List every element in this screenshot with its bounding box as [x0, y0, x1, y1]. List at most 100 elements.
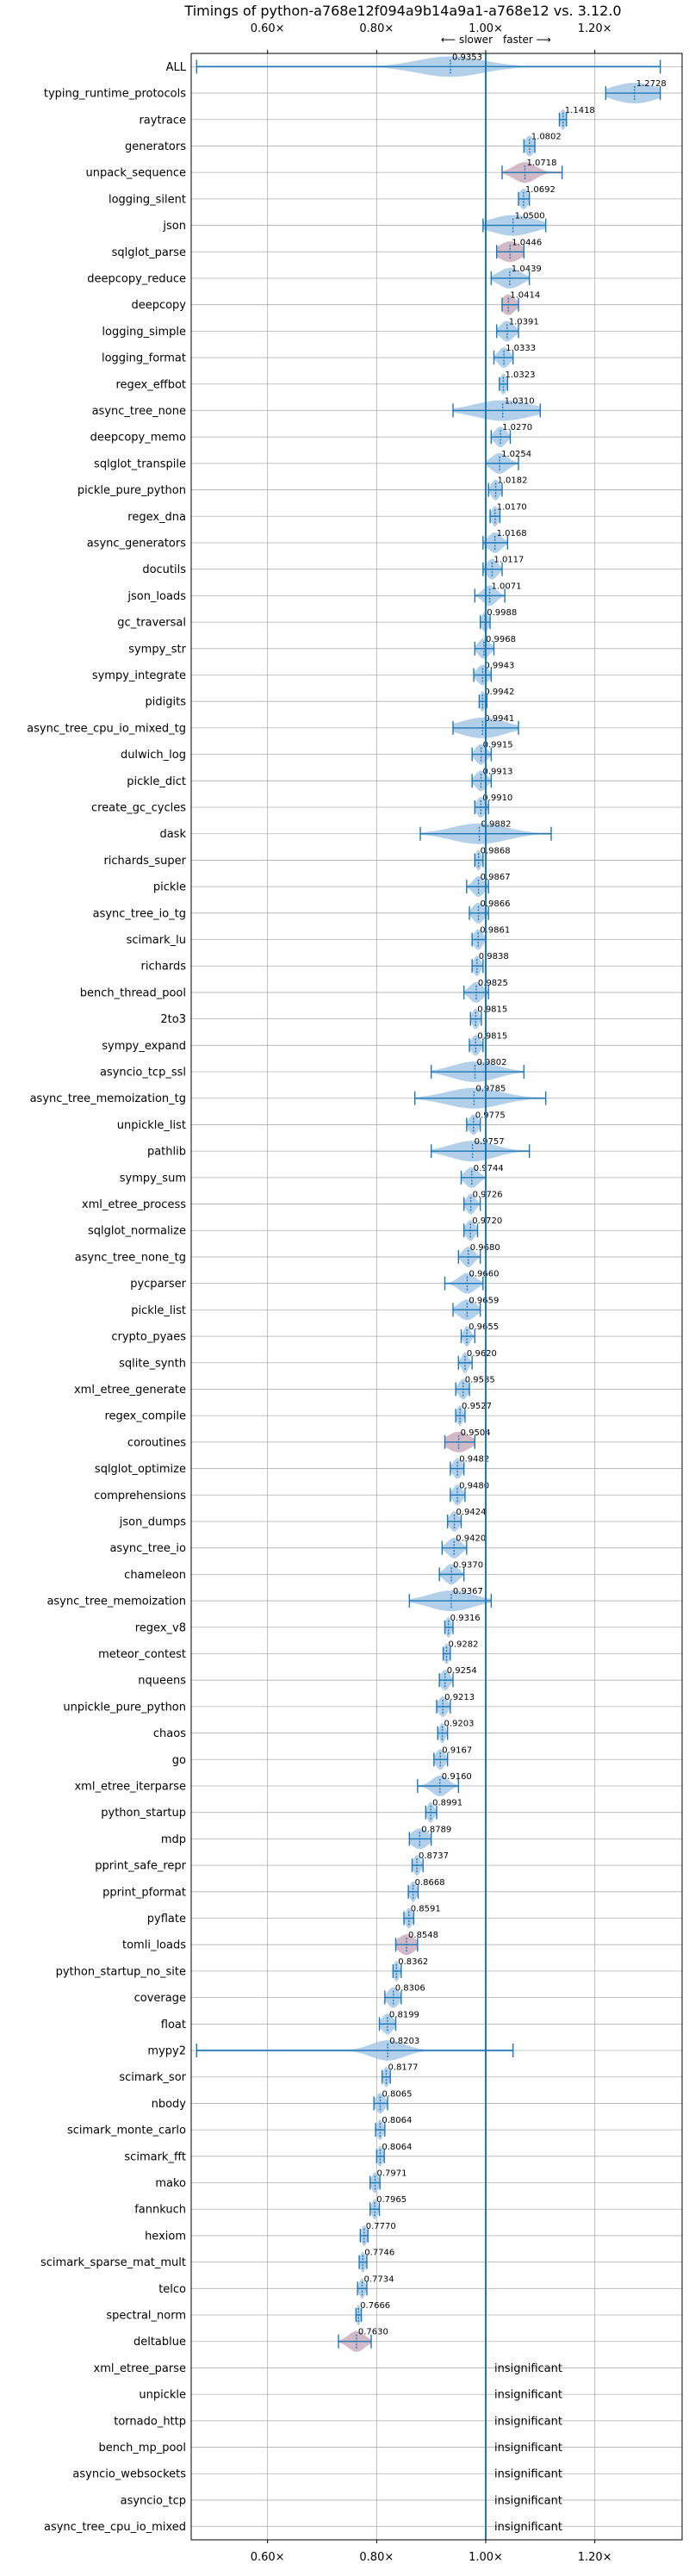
benchmark-label: regex_compile	[104, 1410, 186, 1423]
benchmark-label: json_dumps	[119, 1515, 186, 1528]
mean-value-label: 0.9655	[469, 1322, 499, 1332]
mean-value-label: 1.0310	[505, 396, 535, 406]
benchmark-row: pyflate 0.8591	[147, 1905, 441, 1929]
benchmark-label: regex_v8	[135, 1621, 186, 1634]
mean-value-label: 1.0117	[493, 556, 524, 565]
mean-value-label: 0.8064	[382, 2116, 412, 2125]
grid-lines	[191, 53, 682, 2540]
bottom-tick-label: 0.80×	[359, 2551, 394, 2564]
benchmark-label: sympy_str	[128, 643, 186, 656]
benchmark-row: float 0.8199	[161, 2010, 419, 2035]
benchmark-label: regex_effbot	[115, 378, 186, 391]
benchmark-label: mypy2	[147, 2045, 186, 2058]
benchmark-label: nbody	[152, 2098, 187, 2111]
mean-value-label: 0.8737	[419, 1851, 449, 1861]
benchmark-label: dulwich_log	[121, 749, 186, 762]
mean-value-label: 0.8306	[395, 1984, 425, 1994]
benchmark-row: typing_runtime_protocols 1.2728	[44, 79, 667, 104]
benchmark-label: sqlite_synth	[119, 1357, 186, 1370]
insignificant-label: insignificant	[494, 2389, 562, 2402]
mean-value-label: 0.9942	[484, 688, 514, 697]
benchmark-label: fannkuch	[134, 2204, 186, 2217]
mean-value-label: 0.9775	[475, 1111, 506, 1120]
benchmark-row: xml_etree_iterparse 0.9160	[74, 1772, 472, 1796]
mean-value-label: 0.9943	[484, 662, 514, 671]
benchmark-label: unpack_sequence	[85, 167, 186, 180]
mean-value-label: 1.0182	[498, 476, 528, 486]
mean-value-label: 0.9988	[487, 608, 517, 618]
benchmark-row: pycparser 0.9660	[130, 1270, 499, 1294]
benchmark-label: async_tree_io_tg	[93, 907, 186, 920]
benchmark-row: spectral_norm 0.7666	[106, 2301, 390, 2325]
benchmark-row: coroutines 0.9504	[127, 1428, 491, 1453]
mean-value-label: 1.0692	[525, 185, 556, 195]
chart-title: Timings of python-a768e12f094a9b14a9a1-a…	[183, 3, 621, 19]
mean-value-label: 0.7770	[366, 2222, 396, 2231]
benchmark-label: typing_runtime_protocols	[44, 88, 186, 101]
benchmark-label: json_loads	[127, 590, 186, 603]
bottom-tick-label: 1.00×	[469, 2551, 503, 2564]
mean-value-label: 0.8668	[415, 1878, 445, 1888]
benchmark-label: sympy_expand	[102, 1040, 186, 1053]
slower-label: ⟵ slower	[441, 34, 493, 46]
benchmark-row: regex_v8 0.9316	[135, 1614, 481, 1638]
benchmark-label: deepcopy_memo	[90, 432, 186, 445]
benchmark-row: pickle 0.9867	[153, 873, 511, 898]
benchmark-label: dask	[159, 828, 186, 841]
benchmark-row: json 1.0500	[162, 212, 547, 236]
benchmark-label: pprint_safe_repr	[95, 1860, 186, 1873]
benchmark-row: async_tree_io 0.9420	[109, 1534, 486, 1559]
benchmark-row: async_tree_io_tg 0.9866	[93, 899, 511, 924]
benchmark-row: xml_etree_parse insignificant	[94, 2362, 562, 2375]
benchmark-row: python_startup_no_site 0.8362	[56, 1957, 428, 1982]
mean-value-label: 1.0718	[526, 159, 556, 168]
benchmark-label: async_tree_io	[109, 1542, 186, 1555]
benchmark-row: pathlib 0.9757	[147, 1137, 531, 1162]
benchmark-label: xml_etree_iterparse	[74, 1780, 186, 1793]
mean-value-label: 0.9213	[444, 1693, 475, 1702]
benchmark-label: pickle_dict	[127, 775, 186, 788]
benchmark-row: async_tree_memoization_tg 0.9785	[30, 1085, 547, 1109]
benchmark-row: create_gc_cycles 0.9910	[91, 793, 512, 818]
mean-value-label: 0.7666	[360, 2301, 390, 2311]
benchmark-label: asyncio_tcp	[121, 2494, 186, 2507]
benchmark-label: xml_etree_process	[82, 1198, 186, 1211]
benchmark-row: crypto_pyaes 0.9655	[111, 1322, 499, 1347]
mean-value-label: 1.0270	[502, 423, 532, 432]
benchmark-label: json	[162, 220, 186, 233]
benchmark-row: unpickle_list 0.9775	[117, 1111, 506, 1136]
benchmark-label: ALL	[166, 61, 187, 74]
mean-value-label: 0.8199	[389, 2010, 419, 2019]
benchmark-label: unpickle_list	[117, 1119, 186, 1132]
benchmark-row: regex_effbot 1.0323	[115, 370, 535, 395]
mean-value-label: 0.8548	[408, 1931, 438, 1940]
benchmark-label: mako	[155, 2177, 186, 2190]
mean-value-label: 0.9659	[469, 1296, 499, 1305]
benchmark-label: generators	[125, 140, 186, 153]
benchmark-row: async_tree_none_tg0.9680	[75, 1243, 500, 1267]
benchmark-label: float	[161, 2019, 186, 2032]
mean-value-label: 0.9815	[477, 1005, 507, 1015]
benchmark-label: chaos	[153, 1727, 186, 1740]
benchmark-label: tomli_loads	[122, 1939, 186, 1952]
benchmark-label: tornado_http	[114, 2415, 186, 2428]
mean-value-label: 1.0391	[509, 317, 539, 327]
benchmark-label: telco	[158, 2283, 186, 2296]
benchmark-row: chaos 0.9203	[153, 1720, 475, 1744]
mean-value-label: 0.8065	[382, 2089, 412, 2099]
benchmark-row: nqueens 0.9254	[138, 1666, 477, 1691]
benchmark-label: gc_traversal	[117, 617, 186, 630]
benchmark-label: async_tree_memoization_tg	[30, 1092, 186, 1105]
mean-value-label: 1.0170	[497, 502, 527, 512]
benchmark-label: async_tree_none_tg	[75, 1251, 186, 1264]
benchmark-row: pickle_dict 0.9913	[127, 767, 512, 792]
benchmark-row: scimark_sor 0.8177	[119, 2063, 419, 2088]
benchmark-label: logging_format	[102, 352, 186, 365]
benchmark-row: sqlglot_normalize 0.9720	[88, 1216, 502, 1241]
benchmark-label: coroutines	[127, 1436, 186, 1449]
benchmark-label: nqueens	[138, 1675, 186, 1688]
benchmark-row: xml_etree_process 0.9726	[82, 1191, 503, 1215]
benchmark-label: scimark_sor	[119, 2071, 186, 2084]
mean-value-label: 0.9482	[459, 1455, 489, 1465]
